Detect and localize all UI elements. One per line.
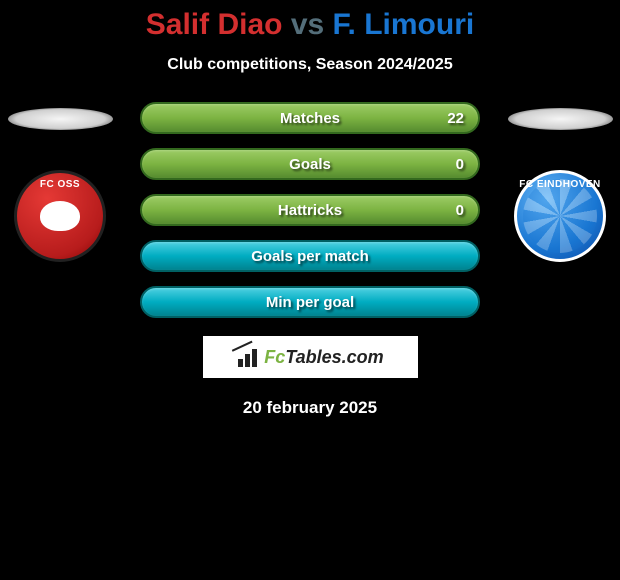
stat-row-goals: Goals 0	[140, 148, 480, 180]
club-badge-right: FC EINDHOVEN	[514, 170, 606, 262]
stat-right-value: 0	[456, 156, 464, 173]
brand-suffix: Tables.com	[285, 347, 383, 367]
stat-right-value: 0	[456, 202, 464, 219]
bar-chart-icon	[236, 347, 258, 367]
player2-name: F. Limouri	[333, 8, 475, 41]
stat-label: Hattricks	[278, 202, 342, 219]
club-badge-left: FC OSS	[14, 170, 106, 262]
player1-name: Salif Diao	[146, 8, 283, 41]
player-shadow-left	[8, 108, 113, 130]
vs-text: vs	[291, 8, 324, 41]
comparison-title: Salif Diao vs F. Limouri	[0, 0, 620, 42]
player-shadow-right	[508, 108, 613, 130]
club-name-left: FC OSS	[17, 179, 103, 190]
stat-label: Goals	[289, 156, 331, 173]
stat-right-value: 22	[447, 110, 464, 127]
date-line: 20 february 2025	[0, 398, 620, 418]
left-player-column: FC OSS	[0, 102, 120, 262]
subtitle: Club competitions, Season 2024/2025	[0, 56, 620, 74]
brand-prefix: Fc	[264, 347, 285, 367]
stat-label: Matches	[280, 110, 340, 127]
stat-row-min-per-goal: Min per goal	[140, 286, 480, 318]
club-mascot-left	[40, 201, 80, 231]
stat-bars: Matches 22 Goals 0 Hattricks 0 Goals per…	[140, 102, 480, 318]
stat-row-goals-per-match: Goals per match	[140, 240, 480, 272]
right-player-column: FC EINDHOVEN	[500, 102, 620, 262]
brand-attribution: FcTables.com	[203, 336, 418, 378]
comparison-stage: FC OSS FC EINDHOVEN Matches 22 Goals 0 H…	[0, 102, 620, 418]
stat-row-hattricks: Hattricks 0	[140, 194, 480, 226]
brand-text: FcTables.com	[264, 347, 383, 368]
stat-label: Goals per match	[251, 248, 369, 265]
stat-row-matches: Matches 22	[140, 102, 480, 134]
club-name-right: FC EINDHOVEN	[517, 179, 603, 190]
stat-label: Min per goal	[266, 294, 354, 311]
club-badge-stripes	[523, 179, 597, 253]
